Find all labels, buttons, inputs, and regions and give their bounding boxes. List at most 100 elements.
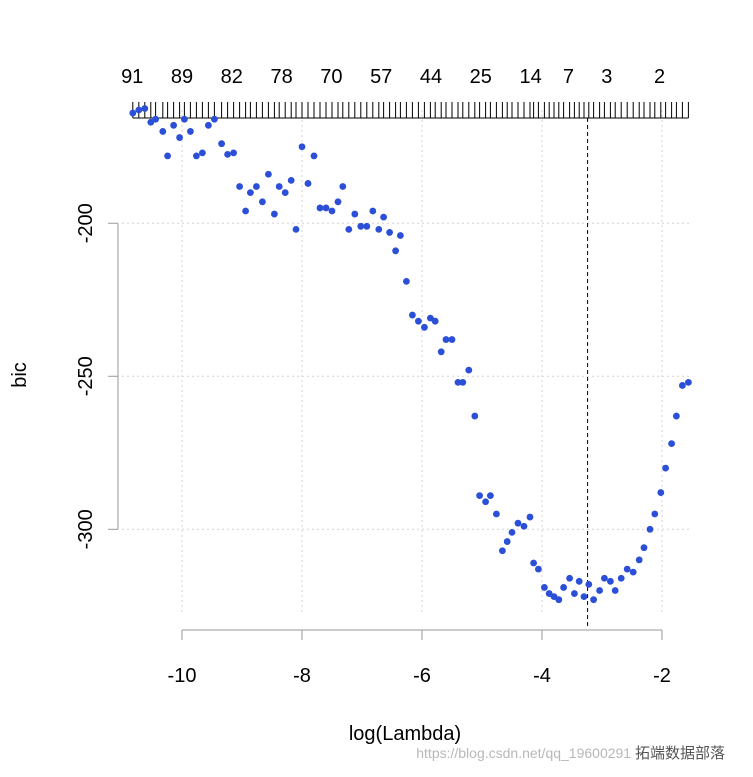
data-point bbox=[403, 277, 410, 285]
top-axis-label: 2 bbox=[654, 66, 665, 88]
watermark: https://blog.csdn.net/qq_19600291 拓端数据部落 bbox=[416, 742, 725, 763]
top-axis-label: 3 bbox=[601, 66, 612, 88]
data-point bbox=[668, 440, 675, 448]
data-point bbox=[657, 489, 665, 496]
data-point bbox=[679, 382, 686, 389]
top-axis-variable-counts: 91 89 82 78 70 57 44 25 14 7 3 2 bbox=[121, 66, 689, 119]
x-axis-title: log(Lambda) bbox=[349, 723, 461, 745]
watermark-url: https://blog.csdn.net/qq_19600291 bbox=[416, 745, 632, 761]
data-point bbox=[176, 134, 184, 141]
data-point bbox=[380, 213, 387, 221]
data-point bbox=[259, 198, 266, 206]
data-point bbox=[617, 574, 625, 582]
data-point bbox=[471, 412, 479, 420]
data-point bbox=[482, 498, 489, 506]
data-point bbox=[526, 513, 534, 521]
top-axis-label: 57 bbox=[370, 66, 392, 88]
data-point bbox=[580, 593, 588, 601]
x-tick-label: -8 bbox=[293, 665, 311, 687]
data-point bbox=[292, 225, 300, 233]
data-point bbox=[392, 247, 399, 255]
data-point bbox=[328, 207, 336, 215]
data-point bbox=[310, 152, 318, 160]
x-tick-label: -10 bbox=[168, 665, 197, 687]
data-point bbox=[304, 180, 312, 187]
data-point bbox=[465, 366, 473, 374]
data-point bbox=[218, 140, 226, 148]
data-point bbox=[275, 183, 283, 190]
data-point bbox=[193, 152, 200, 160]
data-point bbox=[601, 574, 608, 582]
top-axis-label: 44 bbox=[420, 66, 442, 88]
data-point bbox=[575, 577, 583, 585]
data-point bbox=[503, 538, 511, 545]
data-point bbox=[566, 574, 573, 582]
data-point bbox=[442, 336, 450, 343]
data-point bbox=[499, 547, 506, 555]
data-point bbox=[199, 149, 206, 157]
top-axis-label: 7 bbox=[563, 66, 574, 88]
data-point bbox=[555, 596, 563, 604]
grid-lines bbox=[122, 110, 692, 615]
data-point bbox=[541, 584, 548, 591]
watermark-brand: 拓端数据部落 bbox=[634, 745, 725, 762]
data-point bbox=[164, 152, 172, 160]
data-point bbox=[571, 590, 578, 597]
data-point bbox=[224, 150, 232, 158]
data-point bbox=[141, 105, 149, 112]
data-point bbox=[623, 565, 631, 573]
data-point bbox=[607, 577, 614, 585]
data-point bbox=[662, 464, 669, 472]
data-point bbox=[181, 115, 188, 123]
data-point bbox=[596, 587, 603, 594]
data-point bbox=[421, 323, 428, 331]
data-point bbox=[152, 115, 160, 123]
data-point bbox=[535, 565, 542, 573]
x-tick-label: -2 bbox=[653, 665, 671, 687]
data-point bbox=[520, 522, 528, 530]
data-point bbox=[135, 106, 143, 114]
data-point bbox=[247, 189, 254, 197]
data-point bbox=[514, 519, 522, 527]
data-point bbox=[629, 568, 637, 576]
data-point bbox=[230, 149, 238, 157]
data-point bbox=[590, 596, 597, 604]
top-axis-label: 91 bbox=[121, 66, 143, 88]
data-point bbox=[339, 183, 347, 190]
top-axis-label: 25 bbox=[470, 66, 492, 88]
data-point bbox=[322, 204, 330, 212]
data-point bbox=[316, 204, 324, 212]
data-point bbox=[397, 232, 404, 239]
data-point bbox=[437, 348, 445, 356]
data-point bbox=[640, 544, 648, 552]
top-axis-label: 70 bbox=[320, 66, 342, 88]
data-point bbox=[159, 128, 167, 135]
data-point bbox=[265, 170, 272, 178]
data-point bbox=[281, 189, 289, 197]
data-point bbox=[673, 412, 680, 420]
top-axis-label: 14 bbox=[519, 66, 541, 88]
data-point bbox=[334, 198, 342, 206]
data-point bbox=[242, 207, 250, 215]
data-point bbox=[651, 510, 659, 518]
data-point bbox=[187, 128, 194, 135]
data-point bbox=[611, 587, 619, 594]
top-axis-label: 82 bbox=[221, 66, 243, 88]
x-tick-label: -4 bbox=[533, 665, 551, 687]
y-tick-label: -300 bbox=[75, 509, 97, 549]
x-axis: -10 -8 -6 -4 -2 bbox=[168, 629, 671, 687]
y-tick-label: -200 bbox=[75, 203, 97, 243]
top-axis-label: 89 bbox=[171, 66, 193, 88]
data-point bbox=[508, 528, 516, 536]
data-point bbox=[287, 176, 295, 184]
data-point bbox=[685, 378, 692, 386]
data-point bbox=[129, 109, 137, 117]
data-point bbox=[170, 121, 178, 129]
data-point bbox=[351, 210, 359, 218]
y-tick-label: -250 bbox=[75, 356, 97, 396]
data-point bbox=[357, 222, 365, 230]
data-point bbox=[211, 115, 218, 123]
data-point bbox=[363, 222, 371, 230]
x-tick-label: -6 bbox=[413, 665, 431, 687]
data-point bbox=[635, 556, 643, 564]
